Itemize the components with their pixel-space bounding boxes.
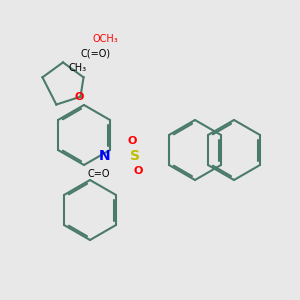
Text: C=O: C=O (88, 169, 110, 179)
Text: O: O (127, 136, 137, 146)
Text: N: N (99, 149, 111, 163)
Text: O: O (133, 166, 143, 176)
Text: C(=O): C(=O) (81, 49, 111, 59)
Text: S: S (130, 149, 140, 163)
Text: O: O (74, 92, 84, 102)
Text: CH₃: CH₃ (68, 63, 87, 73)
Text: OCH₃: OCH₃ (92, 34, 118, 44)
